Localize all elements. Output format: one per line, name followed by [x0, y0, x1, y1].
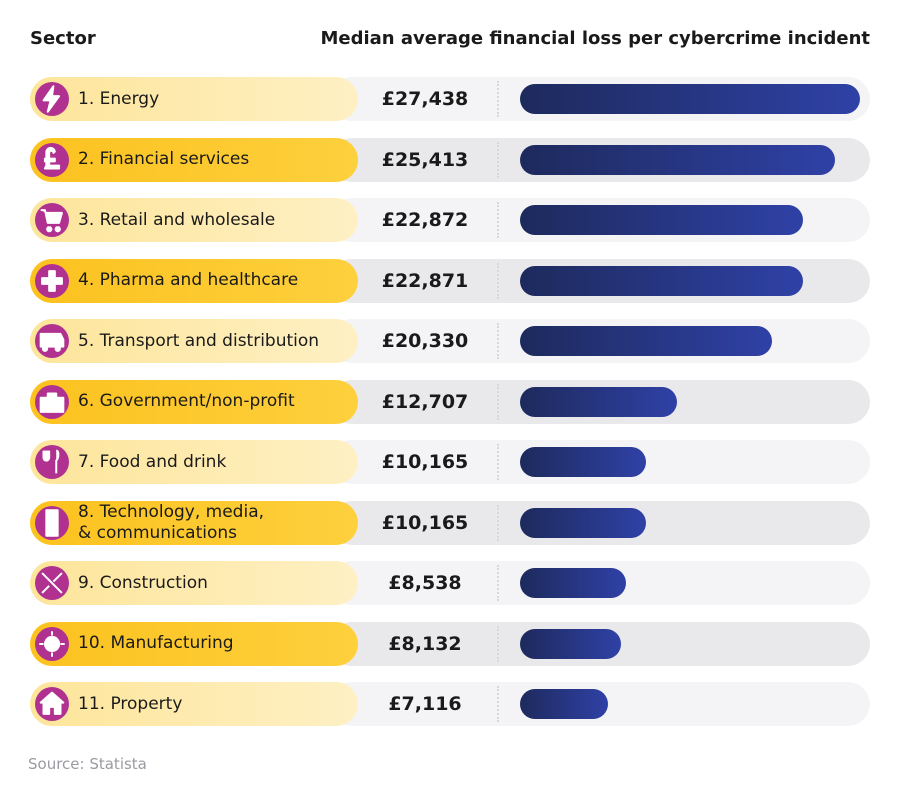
row: 1. Energy £27,438 [30, 77, 870, 121]
sector-pill [30, 561, 358, 605]
value-label: £7,116 [388, 693, 462, 715]
value-label: £27,438 [381, 88, 469, 110]
sector-icon [35, 384, 69, 419]
category-label: 2. Financial services [78, 149, 250, 169]
sector-pill [30, 440, 358, 484]
category-label: 7. Food and drink [78, 451, 227, 472]
bar [520, 144, 835, 175]
sector-pill [30, 258, 358, 303]
sector-pill [30, 319, 358, 363]
value-header: Median average financial loss per cyberc… [320, 28, 870, 49]
row: 7. Food and drink £10,165 [30, 440, 870, 484]
value-label: £22,871 [381, 269, 469, 292]
category-label: 8. Technology, media, & communications [78, 501, 265, 543]
sector-pill [30, 621, 358, 666]
sector-icon [35, 445, 69, 479]
bar [520, 507, 646, 538]
row: 5. Transport and distribution £20,330 [30, 319, 870, 363]
value-label: £10,165 [381, 451, 469, 473]
value-label: £25,413 [381, 148, 469, 171]
category-label: 4. Pharma and healthcare [78, 270, 299, 290]
sector-pill [30, 379, 358, 424]
sector-icon [35, 505, 69, 540]
source: Source: Statista [28, 755, 147, 773]
bar [520, 628, 621, 659]
bar [520, 265, 804, 296]
value-label: £10,165 [381, 511, 469, 534]
separator [497, 323, 499, 359]
category-header: Sector [30, 28, 96, 49]
separator [497, 81, 499, 117]
bar [520, 689, 609, 719]
separator [497, 262, 499, 299]
sector-pill [30, 77, 358, 121]
bar [520, 386, 678, 417]
category-label: 6. Government/non-profit [78, 391, 295, 411]
sector-icon [35, 142, 69, 177]
separator [497, 141, 499, 178]
sector-icon [35, 263, 69, 298]
sector-icon [35, 203, 69, 237]
separator [497, 444, 499, 480]
sector-icon [35, 324, 69, 358]
separator [497, 686, 499, 722]
sector-icon [35, 687, 69, 721]
row: 11. Property £7,116 [30, 682, 870, 726]
category-label: 11. Property [78, 693, 183, 714]
separator [497, 565, 499, 601]
row: 9. Construction £8,538 [30, 561, 870, 605]
value-label: £8,538 [388, 572, 462, 594]
sector-pill [30, 137, 358, 182]
row: 2. Financial services £25,413 [30, 137, 870, 182]
sector-icon [35, 82, 69, 116]
row: 6. Government/non-profit £12,707 [30, 379, 870, 424]
value-label: £22,872 [381, 209, 469, 231]
row: 4. Pharma and healthcare £22,871 [30, 258, 870, 303]
bar [520, 326, 772, 356]
value-label: £12,707 [381, 390, 469, 413]
separator [497, 383, 499, 420]
sector-pill [30, 500, 358, 545]
row: 10. Manufacturing £8,132 [30, 621, 870, 666]
separator [497, 504, 499, 541]
value-label: £8,132 [388, 632, 462, 655]
row: 8. Technology, media, & communications £1… [30, 500, 870, 545]
row: 3. Retail and wholesale £22,872 [30, 198, 870, 242]
sector-icon [35, 626, 69, 661]
bar [520, 568, 626, 598]
bar [520, 447, 646, 477]
bar [520, 205, 804, 235]
sector-icon [35, 566, 69, 600]
category-label: 1. Energy [78, 88, 160, 109]
separator [497, 625, 499, 662]
category-label: 5. Transport and distribution [78, 330, 320, 351]
category-label: 3. Retail and wholesale [78, 209, 276, 230]
category-label: 9. Construction [78, 572, 208, 593]
sector-pill [30, 198, 358, 242]
category-label: 10. Manufacturing [78, 633, 234, 653]
separator [497, 202, 499, 238]
sector-pill [30, 682, 358, 726]
bar [520, 84, 860, 114]
value-label: £20,330 [381, 330, 469, 352]
